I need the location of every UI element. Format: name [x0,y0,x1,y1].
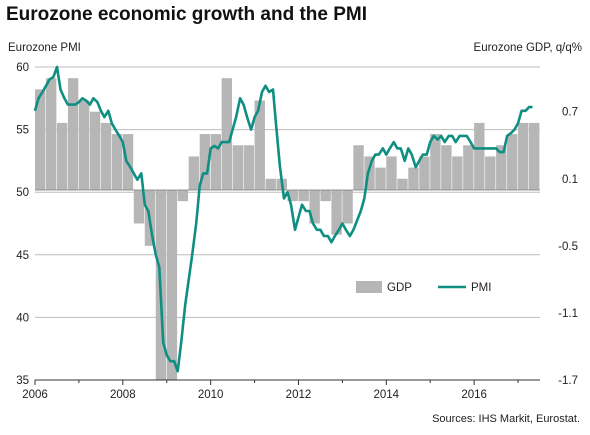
axes [34,189,540,385]
gdp-bar [254,100,265,190]
x-tick-label: 2006 [22,389,48,401]
gdp-bar [375,167,386,190]
x-tick-label: 2012 [286,389,312,401]
x-tick-label: 2016 [461,389,487,401]
gdp-bar [309,189,320,224]
gdp-bar [133,189,145,224]
gdp-bar [221,78,233,190]
gdp-bar [342,189,353,224]
x-tick-label: 2014 [374,389,400,401]
gdp-bar [35,89,46,190]
gdp-bar [320,189,331,202]
gdp-bar [397,178,408,190]
left-tick-label: 55 [16,125,29,137]
gdp-bar [177,189,189,202]
gdp-bar [243,145,254,190]
right-tick-label: 0.7 [562,107,578,119]
gdp-bar [188,156,200,190]
right-tick-label: -1.7 [558,375,578,387]
right-tick-label: 0.1 [562,174,578,186]
legend-gdp-swatch [356,281,382,293]
left-axis-label: Eurozone PMI [8,42,81,54]
legend[interactable]: GDP PMI [356,281,491,294]
gdp-bar [45,78,57,190]
gdp-bar [265,178,276,190]
right-axis-label: Eurozone GDP, q/q% [473,42,582,54]
gdp-bar [419,156,430,190]
gdp-bar [287,189,298,202]
gdp-bar [441,145,452,190]
gdp-bar [199,134,211,190]
right-tick-label: -0.5 [558,241,578,253]
left-tick-label: 35 [16,375,29,387]
gdp-bar [529,122,540,190]
chart-title: Eurozone economic growth and the PMI [6,4,368,25]
left-tick-label: 40 [16,312,29,324]
gdp-bar [485,156,496,190]
gdp-bar [386,156,397,190]
gdp-bar [474,122,485,190]
gdp-bar [331,189,342,235]
gdp-bar [298,189,309,202]
gdp-bar [89,111,101,190]
gdp-bar [353,145,364,190]
gdp-bar [507,134,518,190]
gdp-bar [56,122,68,190]
gdp-bar [452,156,463,190]
left-tick-label: 45 [16,250,29,262]
gdp-bar [232,145,243,190]
left-tick-label: 50 [16,187,29,199]
gdp-bar [463,145,474,190]
gdp-bar [364,156,375,190]
gdp-bar [210,134,222,190]
gdp-bar [166,189,178,380]
x-tick-label: 2010 [198,389,224,401]
gdp-bar [111,134,123,190]
gdp-bar [430,134,441,190]
gdp-bar [100,122,112,190]
x-tick-label: 2008 [110,389,136,401]
gridlines [35,66,540,381]
pmi-line [33,65,533,373]
legend-pmi-label: PMI [471,282,491,294]
left-tick-label: 60 [16,62,29,74]
gdp-bar [408,167,419,190]
gdp-bar [496,145,507,190]
pmi-line-group [33,65,533,373]
right-tick-label: -1.1 [558,308,578,320]
gdp-bar [78,100,90,190]
legend-gdp-label: GDP [387,282,412,294]
tick-labels: 35 40 45 50 55 60 -1.7 -1.1 -0.5 0.1 0.7 2006 2008 20… [16,62,578,401]
gdp-bar [67,78,79,190]
gdp-bar [518,122,529,190]
source-note: Sources: IHS Markit, Eurostat. [432,413,580,425]
